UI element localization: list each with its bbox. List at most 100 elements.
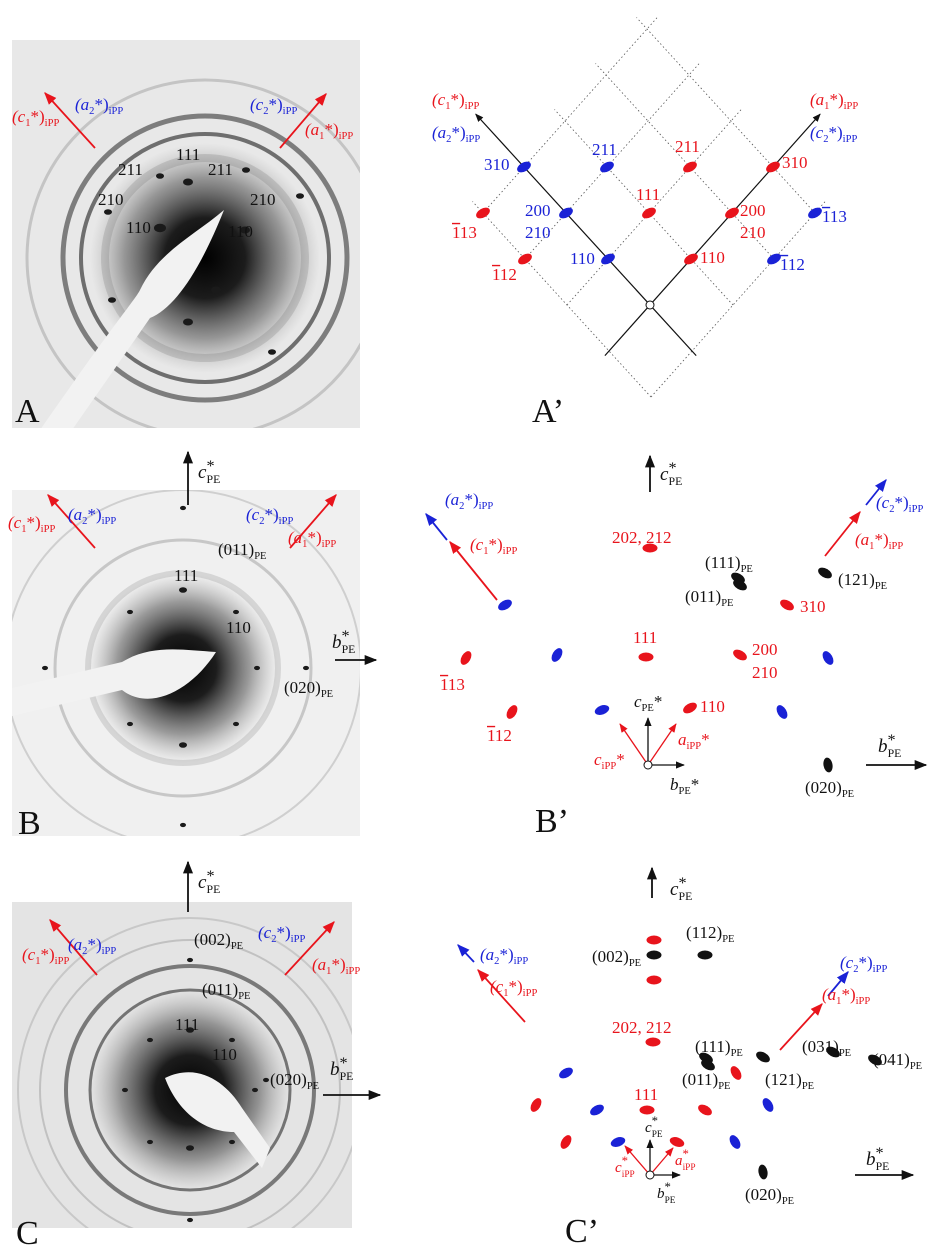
photo-spot	[180, 506, 186, 510]
label: b*PE	[878, 732, 901, 760]
label: 210	[98, 190, 124, 209]
spot	[681, 700, 698, 715]
label-part: (a	[305, 120, 319, 139]
label-part: iPP	[291, 934, 306, 945]
label-part: *)	[450, 90, 464, 109]
spot	[682, 251, 699, 266]
label-part: iPP	[283, 106, 298, 117]
label-part: PE	[231, 941, 243, 952]
label-part: PE	[629, 958, 641, 969]
photo-spot	[147, 1140, 153, 1144]
label-part: *)	[829, 90, 843, 109]
label-part: PE	[875, 581, 887, 592]
label-part: PE	[888, 747, 902, 760]
label: 310	[800, 597, 826, 616]
label-part: (c	[246, 505, 260, 524]
label: (c2*)iPP	[810, 123, 857, 145]
label-part: (011)	[685, 587, 721, 606]
spot	[598, 159, 615, 174]
spot	[639, 653, 654, 662]
label-part: iPP	[102, 516, 117, 527]
label-part: iPP	[41, 524, 56, 535]
label-part: (011)	[202, 980, 238, 999]
label-part: (041)	[873, 1050, 910, 1069]
label-part: *)	[30, 107, 44, 126]
panel-letter: B	[18, 805, 41, 842]
spot	[727, 1133, 742, 1150]
spot	[723, 205, 740, 220]
label-part: b	[330, 1059, 340, 1080]
label-part: b	[866, 1149, 876, 1170]
spot	[698, 951, 713, 960]
label: (011)PE	[682, 1070, 731, 1092]
label: (c2*)iPP	[876, 493, 923, 515]
label-part: *	[622, 1154, 628, 1168]
label-part: PE	[238, 991, 250, 1002]
label-part: iPP	[322, 539, 337, 550]
label-part: (020)	[745, 1185, 782, 1204]
axis-line	[476, 114, 697, 356]
label-part: (a	[445, 490, 459, 509]
photo-spot	[233, 610, 239, 614]
label-part: (a	[68, 935, 82, 954]
lattice-line	[525, 64, 699, 260]
label: 211	[118, 160, 143, 179]
label-part: (a	[75, 95, 89, 114]
photo-spot	[183, 179, 193, 186]
lattice-line	[567, 110, 741, 306]
label-part: *)	[451, 123, 465, 142]
label: 110	[126, 218, 151, 237]
label: (a2*)iPP	[432, 123, 480, 145]
origin	[644, 761, 652, 769]
label: (020)PE	[805, 778, 854, 800]
label-part: *)	[276, 923, 290, 942]
photo-spot	[229, 1038, 235, 1042]
label: 210	[525, 223, 551, 242]
label-part: iPP	[514, 956, 529, 967]
photo-spot	[127, 610, 133, 614]
label-part: (c	[876, 493, 890, 512]
spot	[496, 597, 513, 612]
label: 111	[633, 628, 657, 647]
label: 211	[208, 160, 233, 179]
axis-line	[605, 114, 820, 356]
photo-spot	[108, 297, 116, 303]
label: (a1*)iPP	[810, 90, 858, 112]
label-part: PE	[342, 643, 356, 656]
label-part: *)	[331, 955, 345, 974]
label: c*PE	[198, 868, 220, 896]
spot	[516, 251, 533, 266]
photo-spot	[296, 193, 304, 199]
spot	[728, 1064, 743, 1081]
figure: A (c1*)iPP (a2*)iPP (c2*)iPP (a1*)iPP 211 211 1…	[0, 0, 940, 1248]
label: (020)PE	[745, 1185, 794, 1207]
spot	[646, 1038, 661, 1047]
label: 110	[226, 618, 251, 637]
photo-spot	[187, 1218, 193, 1222]
lattice-line	[483, 18, 657, 214]
label-part: (020)	[805, 778, 842, 797]
label: 110	[700, 697, 725, 716]
label-part: iPP	[873, 964, 888, 975]
spot	[557, 1065, 574, 1080]
label: (c1*)iPP	[490, 977, 537, 999]
label: cPE*	[634, 692, 662, 714]
label: (a2*)iPP	[445, 490, 493, 512]
label-part: (c	[12, 107, 26, 126]
photo-spot	[233, 722, 239, 726]
photo-spot	[127, 722, 133, 726]
spot	[754, 1049, 771, 1064]
label-part: (a	[480, 945, 494, 964]
label-part: PE	[741, 564, 753, 575]
label-part: iPP	[466, 134, 481, 145]
label-part: PE	[679, 890, 693, 903]
label-part: PE	[722, 934, 734, 945]
label-part: (a	[822, 985, 836, 1004]
label-part: (111)	[705, 553, 741, 572]
label: c*PE	[670, 875, 692, 903]
panel-letter: A	[15, 393, 40, 430]
label: (121)PE	[838, 570, 887, 592]
label: 110	[212, 1045, 237, 1064]
spot	[681, 159, 698, 174]
label-part: *	[683, 1147, 689, 1161]
